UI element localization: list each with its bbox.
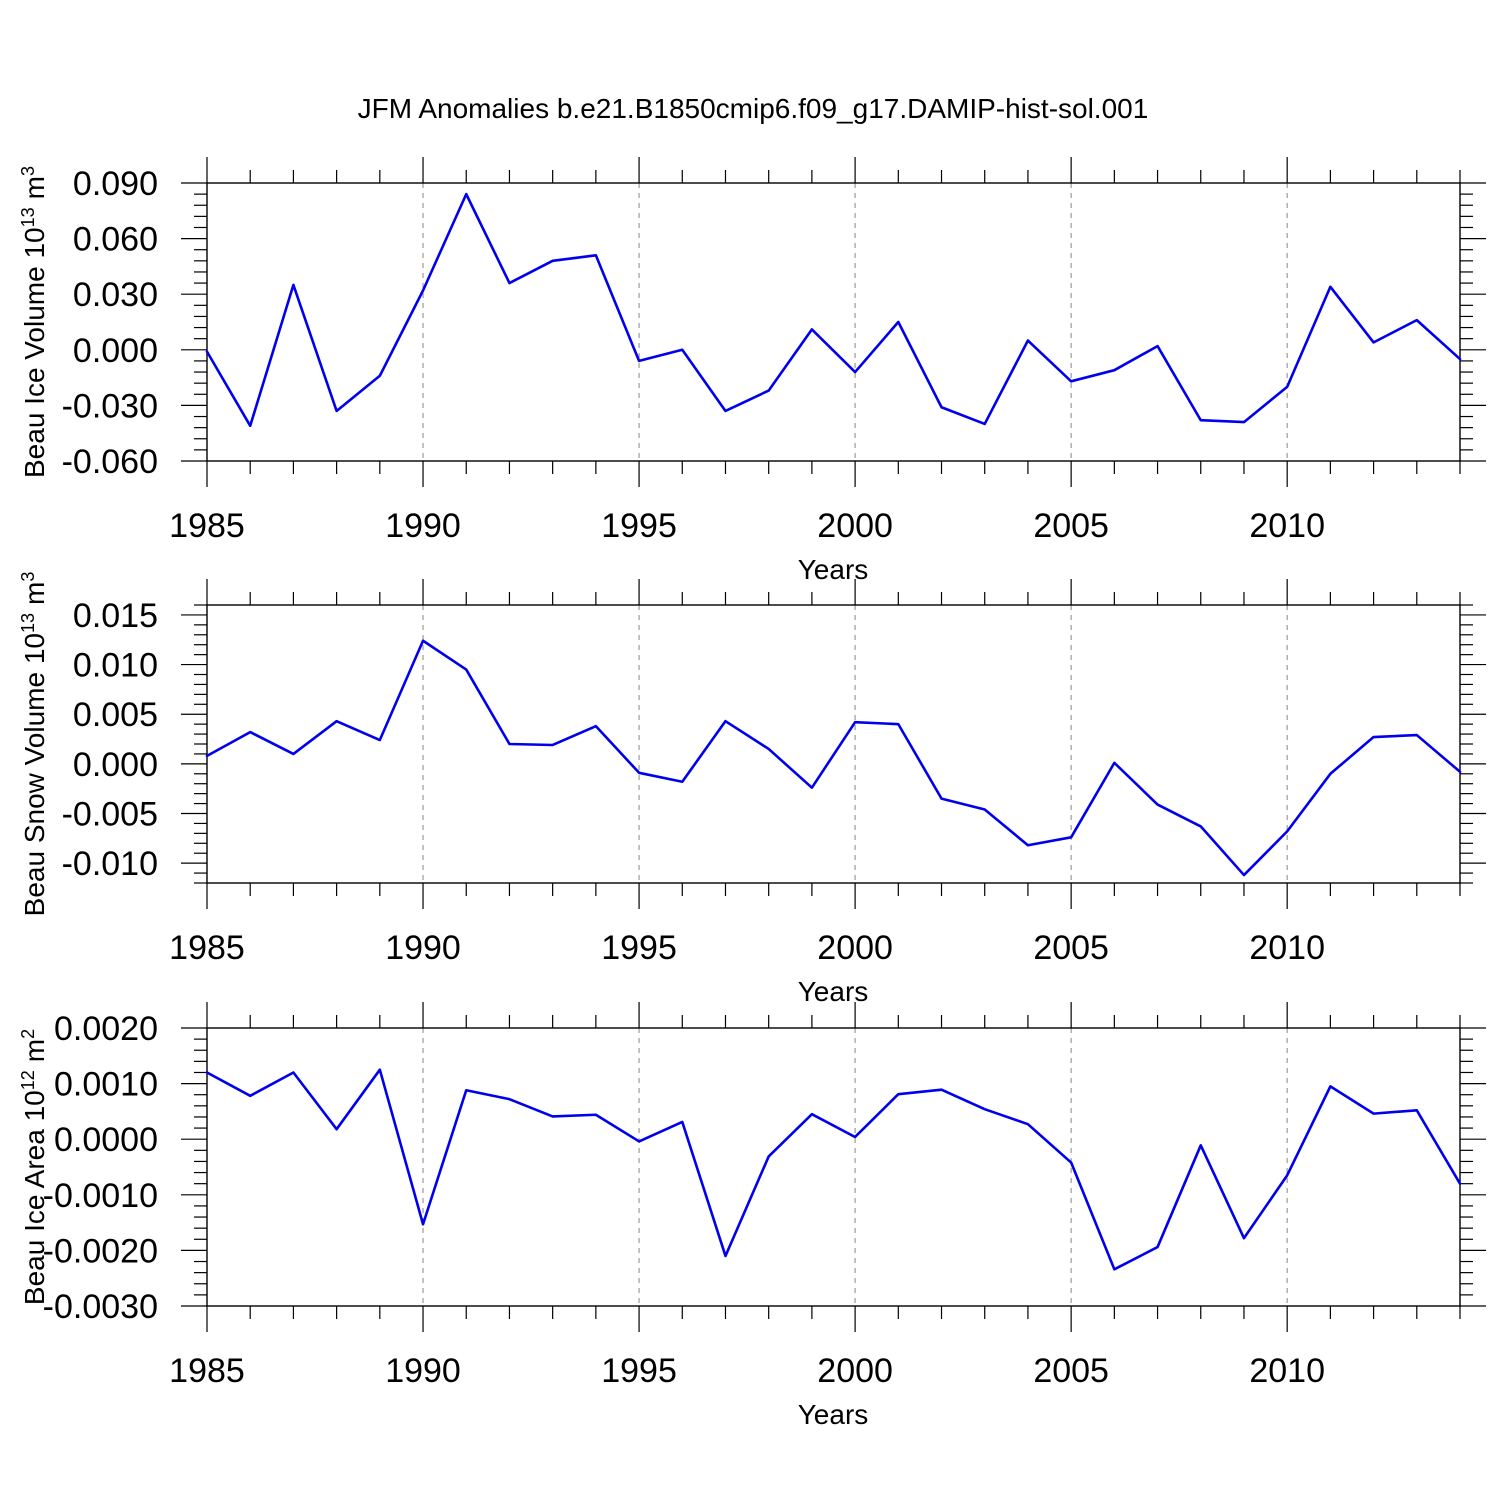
y-axis-label-superscript: 3 bbox=[18, 166, 38, 176]
panel-2: -0.010 -0.005 0.000 0.005 0.010 0.015 1985 1990… bbox=[18, 572, 1486, 1007]
figure-title: JFM Anomalies b.e21.B1850cmip6.f09_g17.D… bbox=[358, 93, 1149, 124]
y-axis-label-superscript: 13 bbox=[18, 207, 38, 227]
plot-frame bbox=[206, 604, 1461, 884]
y-axis-label: Beau Snow Volume 1013 m3 bbox=[18, 572, 50, 917]
y-tick-label: 0.090 bbox=[73, 165, 158, 203]
x-tick-label: 1990 bbox=[385, 507, 461, 545]
x-tick-label: 1995 bbox=[601, 929, 677, 967]
x-tick-label: 1985 bbox=[169, 1352, 245, 1390]
x-tick-label: 2005 bbox=[1033, 507, 1109, 545]
y-tick-label: 0.000 bbox=[73, 332, 158, 370]
y-tick-label: 0.0000 bbox=[54, 1121, 158, 1159]
x-tick-label: 2010 bbox=[1249, 929, 1325, 967]
y-axis-label-superscript: 2 bbox=[18, 1029, 38, 1039]
y-axis-label-part: m bbox=[19, 176, 50, 199]
x-tick-label: 1995 bbox=[601, 1352, 677, 1390]
y-axis-label-part: Beau Ice Volume 10 bbox=[19, 227, 50, 478]
x-axis-label: Years bbox=[798, 976, 869, 1007]
y-tick-label: -0.0030 bbox=[43, 1288, 158, 1326]
y-axis-label-superscript: 13 bbox=[18, 613, 38, 633]
y-axis-label-part: m bbox=[19, 582, 50, 605]
y-tick-label: -0.0010 bbox=[43, 1177, 158, 1215]
x-tick-label: 2000 bbox=[817, 507, 893, 545]
x-tick-label: 1990 bbox=[385, 1352, 461, 1390]
x-axis-label: Years bbox=[798, 554, 869, 585]
plot-frame bbox=[206, 1027, 1461, 1307]
y-tick-label: -0.060 bbox=[62, 443, 158, 481]
y-axis-label: Beau Ice Volume 1013 m3 bbox=[18, 166, 50, 478]
x-tick-label: 2000 bbox=[817, 929, 893, 967]
y-tick-label: 0.015 bbox=[73, 597, 158, 635]
x-tick-label: 1985 bbox=[169, 929, 245, 967]
y-tick-label: -0.030 bbox=[62, 387, 158, 425]
series-line bbox=[205, 639, 1462, 877]
panels: -0.060 -0.030 0.000 0.030 0.060 0.090 1985 1990… bbox=[18, 157, 1486, 1430]
panel-3: -0.0030 -0.0020 -0.0010 0.0000 0.0010 0.0020 1… bbox=[18, 1002, 1486, 1430]
y-tick-label: -0.0020 bbox=[43, 1232, 158, 1270]
y-tick-label: 0.000 bbox=[73, 746, 158, 784]
y-tick-label: 0.060 bbox=[73, 221, 158, 259]
y-axis-label: Beau Ice Area 1012 m2 bbox=[18, 1029, 50, 1305]
x-tick-label: 1995 bbox=[601, 507, 677, 545]
x-tick-label: 2010 bbox=[1249, 1352, 1325, 1390]
y-axis-label-part: Beau Ice Area 10 bbox=[19, 1090, 50, 1305]
y-axis-label-superscript: 3 bbox=[18, 572, 38, 582]
x-tick-label: 1985 bbox=[169, 507, 245, 545]
y-tick-label: -0.005 bbox=[62, 796, 158, 834]
x-tick-label: 2005 bbox=[1033, 1352, 1109, 1390]
x-axis-label: Years bbox=[798, 1399, 869, 1430]
y-axis-label-part: m bbox=[19, 1039, 50, 1062]
y-tick-label: 0.010 bbox=[73, 647, 158, 685]
x-tick-label: 2010 bbox=[1249, 507, 1325, 545]
x-tick-label: 1990 bbox=[385, 929, 461, 967]
y-tick-label: -0.010 bbox=[62, 845, 158, 883]
y-tick-label: 0.030 bbox=[73, 276, 158, 314]
y-tick-label: 0.005 bbox=[73, 696, 158, 734]
plot-frame bbox=[206, 182, 1461, 462]
series-line bbox=[205, 192, 1462, 428]
y-axis-label-superscript: 12 bbox=[18, 1070, 38, 1090]
series-line bbox=[205, 1068, 1462, 1271]
y-tick-label: 0.0020 bbox=[54, 1010, 158, 1048]
x-tick-label: 2005 bbox=[1033, 929, 1109, 967]
panel-1: -0.060 -0.030 0.000 0.030 0.060 0.090 1985 1990… bbox=[18, 157, 1486, 585]
x-tick-label: 2000 bbox=[817, 1352, 893, 1390]
y-tick-label: 0.0010 bbox=[54, 1066, 158, 1104]
y-axis-label-part: Beau Snow Volume 10 bbox=[19, 633, 50, 916]
